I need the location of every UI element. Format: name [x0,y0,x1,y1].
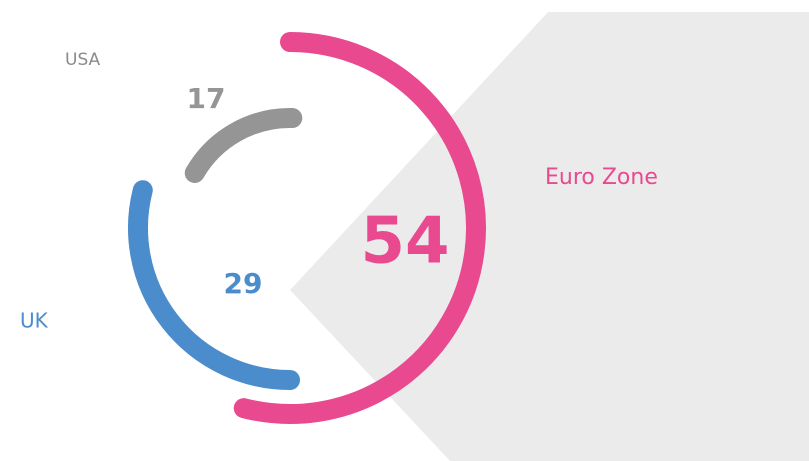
background-shape [110,12,548,290]
value-label: 54 [360,205,449,279]
value-label: 29 [224,267,263,300]
series-label: UK [20,309,49,333]
value-label: 17 [187,82,226,115]
arc-bar [184,108,303,183]
series-label: USA [65,50,101,70]
arc-bar [128,180,300,390]
arc-bar [233,32,486,424]
series-label: Euro Zone [545,165,658,190]
